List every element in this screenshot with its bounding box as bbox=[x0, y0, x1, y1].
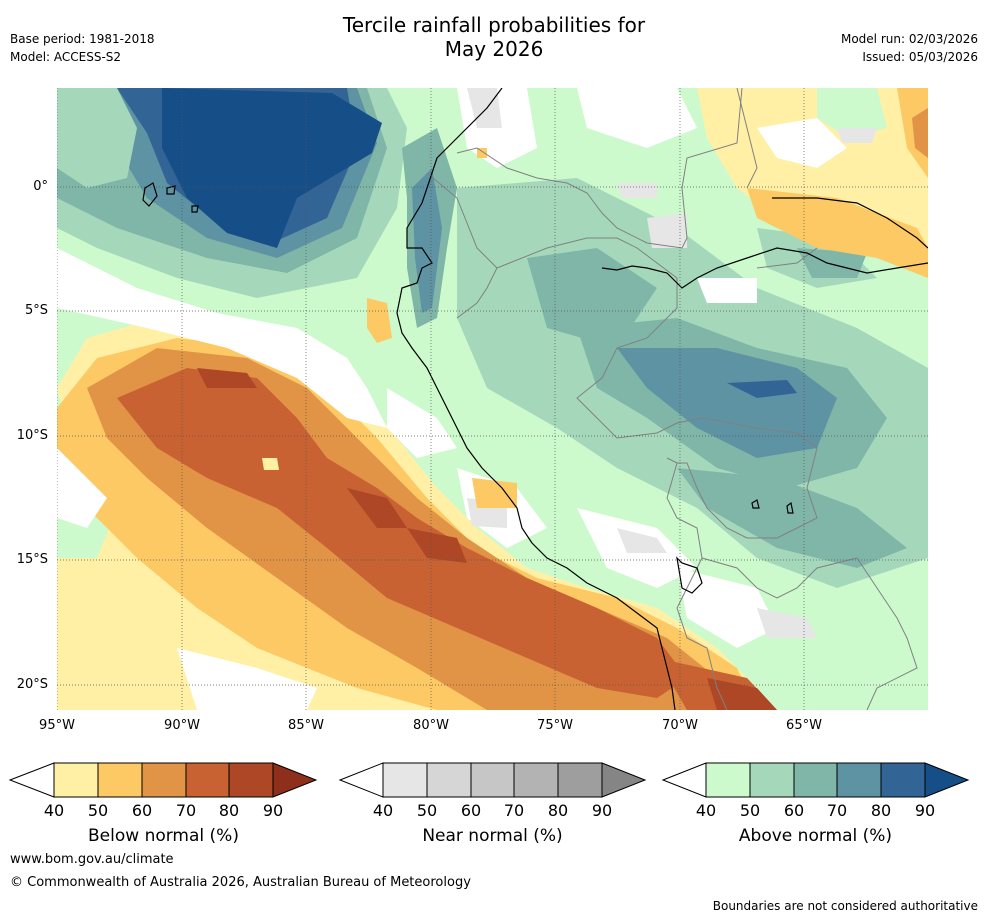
bom-url[interactable]: www.bom.gov.au/climate bbox=[10, 852, 174, 867]
above-tick-50: 50 bbox=[739, 801, 761, 820]
map-title: Tercile rainfall probabilities for May 2… bbox=[0, 13, 988, 61]
below-swatch-60 bbox=[141, 762, 187, 798]
lon-label-90w: 90°W bbox=[164, 718, 200, 733]
above-swatch-60 bbox=[793, 762, 838, 798]
lon-label-80w: 80°W bbox=[413, 718, 449, 733]
boundaries-disclaimer: Boundaries are not considered authoritat… bbox=[712, 899, 978, 913]
below-normal-label: Below normal (%) bbox=[88, 826, 239, 846]
lon-label-70w: 70°W bbox=[662, 718, 698, 733]
near-swatch-90 bbox=[601, 762, 647, 798]
probability-map bbox=[57, 88, 928, 710]
country-boundaries bbox=[426, 88, 918, 710]
below-tick-60: 60 bbox=[131, 801, 153, 820]
lat-label-10s: 10°S bbox=[16, 428, 48, 443]
meta-right: Model run: 02/03/2026 Issued: 05/03/2026 bbox=[841, 30, 978, 66]
below-tick-40: 40 bbox=[43, 801, 65, 820]
above-swatch-40 bbox=[705, 762, 751, 798]
above-normal-label: Above normal (%) bbox=[738, 826, 893, 846]
near-swatch-60 bbox=[470, 762, 515, 798]
above-tick-70: 70 bbox=[826, 801, 848, 820]
graticule bbox=[57, 88, 928, 710]
lon-label-85w: 85°W bbox=[288, 718, 324, 733]
lon-label-95w: 95°W bbox=[39, 718, 75, 733]
below-swatch-40 bbox=[53, 762, 99, 798]
lat-label-5s: 5°S bbox=[24, 303, 48, 318]
above-tick-90: 90 bbox=[914, 801, 936, 820]
model-name: Model: ACCESS-S2 bbox=[10, 50, 122, 64]
lat-label-20s: 20°S bbox=[16, 677, 48, 692]
below-swatch-90 bbox=[272, 762, 318, 798]
near-swatch-50 bbox=[426, 762, 472, 798]
probability-fields bbox=[57, 88, 928, 710]
near-swatch-40 bbox=[382, 762, 428, 798]
below-tick-70: 70 bbox=[175, 801, 197, 820]
near-tick-70: 70 bbox=[503, 801, 525, 820]
model-run: Model run: 02/03/2026 bbox=[840, 32, 978, 46]
colorbar-below bbox=[8, 762, 318, 798]
colorbars bbox=[8, 762, 970, 798]
below-tick-80: 80 bbox=[218, 801, 240, 820]
map-panel bbox=[57, 88, 928, 710]
below-swatch-80 bbox=[228, 762, 274, 798]
above-tick-80: 80 bbox=[870, 801, 892, 820]
above-tick-60: 60 bbox=[783, 801, 805, 820]
near-swatch-70 bbox=[513, 762, 559, 798]
lon-label-75w: 75°W bbox=[537, 718, 573, 733]
near-tick-80: 80 bbox=[547, 801, 569, 820]
below-tick-50: 50 bbox=[87, 801, 109, 820]
base-period: Base period: 1981-2018 bbox=[10, 32, 155, 46]
above-tick-40: 40 bbox=[695, 801, 717, 820]
above-swatch-70 bbox=[836, 762, 882, 798]
near-tick-60: 60 bbox=[460, 801, 482, 820]
copyright-notice: © Commonwealth of Australia 2026, Austra… bbox=[10, 875, 471, 890]
below-swatch-70 bbox=[185, 762, 230, 798]
lat-label-15s: 15°S bbox=[16, 552, 48, 567]
above-swatch-80 bbox=[880, 762, 926, 798]
lat-label-0: 0° bbox=[33, 179, 48, 194]
title-line-1: Tercile rainfall probabilities for bbox=[342, 13, 646, 37]
coastlines bbox=[142, 88, 928, 710]
near-tick-50: 50 bbox=[416, 801, 438, 820]
near-tick-90: 90 bbox=[591, 801, 613, 820]
colorbar-near bbox=[338, 762, 647, 798]
below-tick-90: 90 bbox=[262, 801, 284, 820]
colorbar-above bbox=[661, 762, 970, 798]
above-swatch-50 bbox=[749, 762, 795, 798]
issued-date: Issued: 05/03/2026 bbox=[862, 50, 978, 64]
near-tick-40: 40 bbox=[372, 801, 394, 820]
above-swatch-90 bbox=[924, 762, 970, 798]
near-normal-label: Near normal (%) bbox=[422, 826, 563, 846]
meta-left: Base period: 1981-2018 Model: ACCESS-S2 bbox=[10, 30, 155, 66]
below-swatch-50 bbox=[97, 762, 143, 798]
near-swatch-80 bbox=[557, 762, 603, 798]
lon-label-65w: 65°W bbox=[786, 718, 822, 733]
title-line-2: May 2026 bbox=[444, 37, 544, 61]
